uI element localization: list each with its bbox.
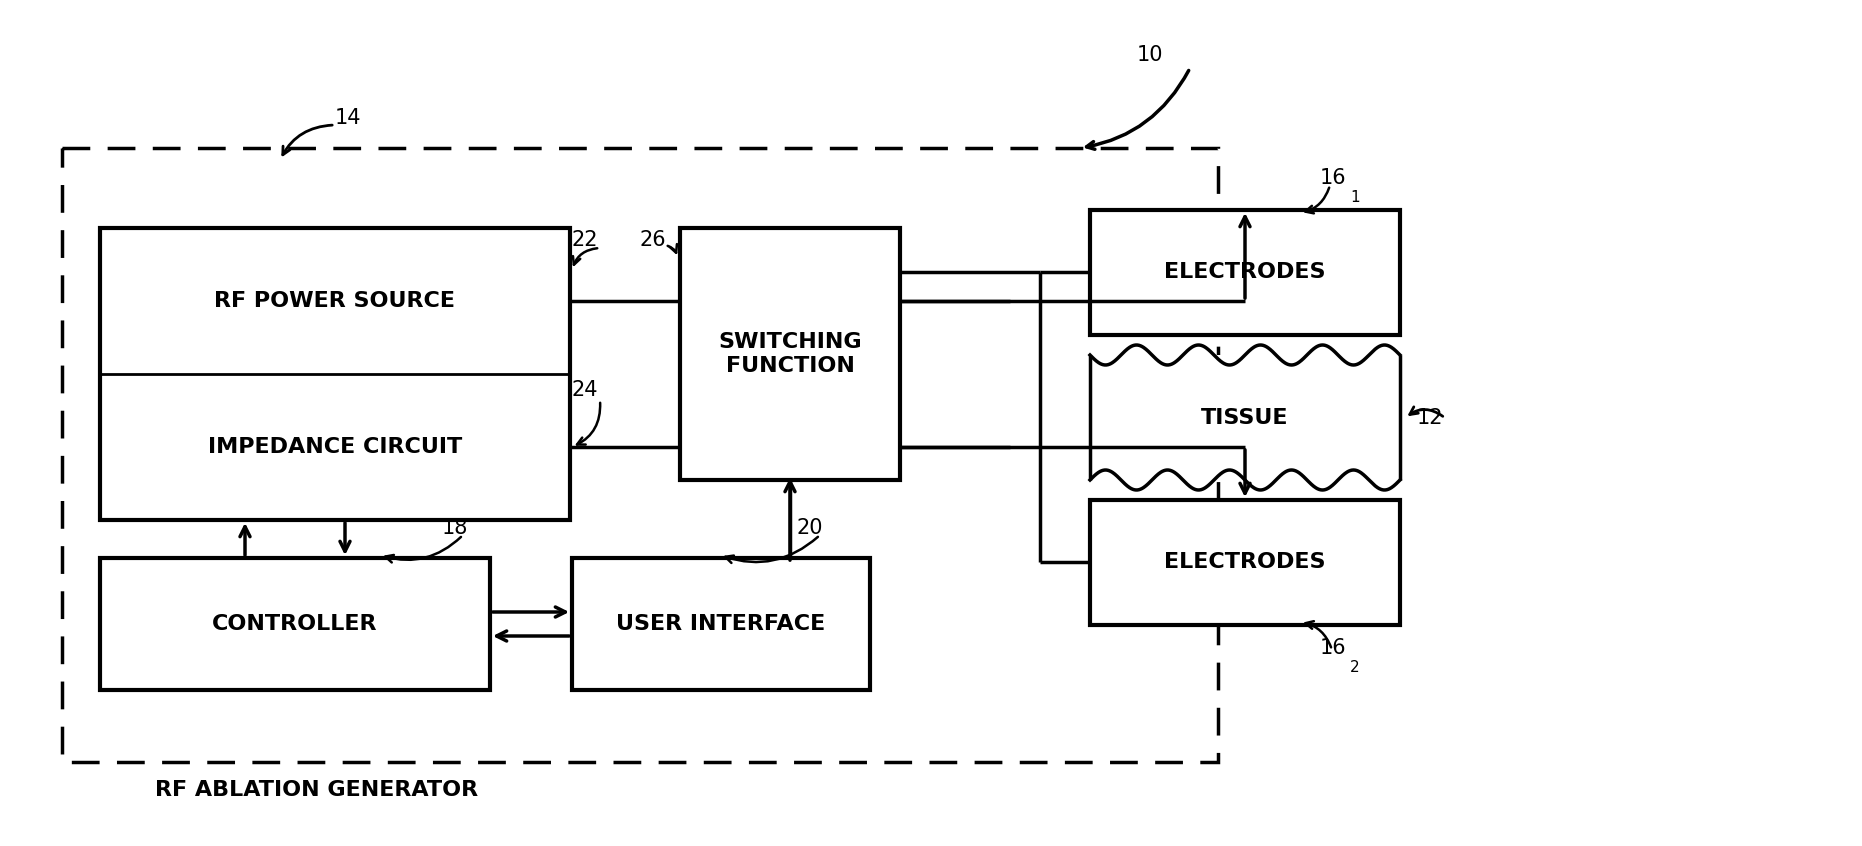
- Text: TISSUE: TISSUE: [1201, 408, 1289, 427]
- Text: RF ABLATION GENERATOR: RF ABLATION GENERATOR: [155, 780, 479, 800]
- Text: 16: 16: [1320, 638, 1346, 658]
- Text: RF POWER SOURCE: RF POWER SOURCE: [214, 291, 456, 311]
- Text: 18: 18: [441, 518, 467, 538]
- Text: 16: 16: [1320, 168, 1346, 188]
- Text: 14: 14: [335, 108, 361, 128]
- Text: 1: 1: [1350, 190, 1359, 206]
- Text: 24: 24: [572, 380, 598, 400]
- Text: 12: 12: [1417, 408, 1443, 428]
- Bar: [1089, 210, 1400, 335]
- Text: 2: 2: [1350, 661, 1359, 675]
- Text: 26: 26: [641, 230, 667, 250]
- Bar: [572, 558, 870, 690]
- Bar: [1089, 500, 1400, 625]
- Text: SWITCHING
FUNCTION: SWITCHING FUNCTION: [719, 332, 862, 376]
- Bar: [1089, 355, 1400, 480]
- Bar: [61, 148, 1218, 762]
- Text: 20: 20: [797, 518, 823, 538]
- Text: ELECTRODES: ELECTRODES: [1164, 262, 1326, 283]
- Text: CONTROLLER: CONTROLLER: [212, 614, 378, 634]
- Text: 22: 22: [572, 230, 598, 250]
- Bar: [680, 228, 899, 480]
- Text: USER INTERFACE: USER INTERFACE: [616, 614, 825, 634]
- Text: IMPEDANCE CIRCUIT: IMPEDANCE CIRCUIT: [209, 437, 462, 457]
- Bar: [101, 228, 570, 520]
- Text: ELECTRODES: ELECTRODES: [1164, 552, 1326, 573]
- Text: 10: 10: [1136, 45, 1164, 65]
- Bar: [101, 558, 490, 690]
